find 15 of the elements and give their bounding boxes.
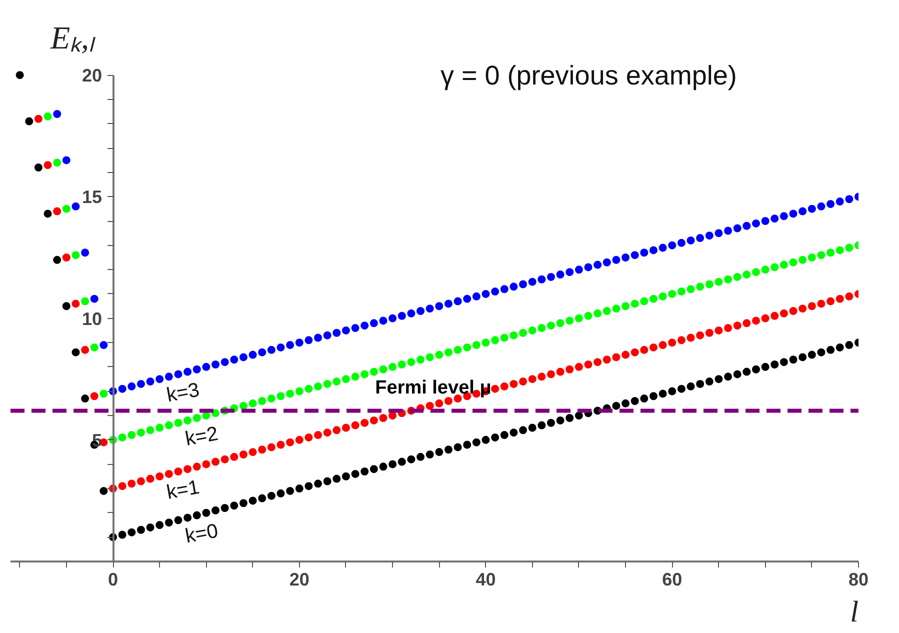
annotation: k=1 — [164, 476, 202, 504]
y-tick-label: 20 — [82, 66, 102, 86]
x-tick-label: 20 — [289, 570, 310, 590]
annotation: k=2 — [184, 422, 220, 450]
chart-title: γ = 0 (previous example) — [440, 60, 737, 90]
y-tick-label: 15 — [82, 187, 102, 208]
annotation: k=0 — [184, 520, 220, 548]
annotation: k=3 — [164, 379, 202, 407]
x-tick-label: 40 — [476, 570, 496, 590]
x-axis-title: l — [850, 596, 859, 628]
y-axis-title: Eₖ,ₗ — [50, 20, 96, 56]
x-tick-label: 60 — [662, 570, 682, 590]
y-tick-label: 10 — [82, 308, 102, 329]
x-tick-label: 80 — [848, 570, 869, 590]
x-tick-label: 0 — [108, 570, 118, 590]
